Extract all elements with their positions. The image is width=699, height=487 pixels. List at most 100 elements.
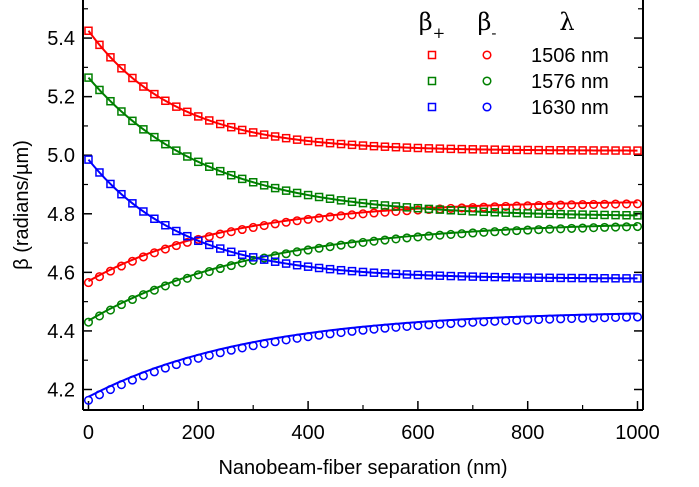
data-point-circle <box>105 385 116 395</box>
data-point-square <box>457 272 467 281</box>
data-point-circle <box>149 285 159 295</box>
data-point-circle <box>600 313 610 323</box>
data-point-square <box>303 262 313 271</box>
data-point-square <box>446 206 456 215</box>
data-point-circle <box>369 208 379 218</box>
data-point-circle <box>204 232 214 242</box>
data-point-square <box>84 155 93 164</box>
data-point-circle <box>347 326 357 336</box>
data-point-square <box>95 40 104 50</box>
data-point-square <box>402 143 412 152</box>
data-point-circle <box>556 224 566 234</box>
data-point-square <box>106 179 115 189</box>
data-point-square <box>336 139 346 149</box>
data-point-circle <box>610 199 621 209</box>
data-point-square <box>194 236 203 246</box>
x-axis-title: Nanobeam-fiber separation (nm) <box>218 457 507 479</box>
data-point-square <box>303 136 313 146</box>
data-point-square <box>314 263 324 273</box>
data-point-square <box>468 145 478 154</box>
data-point-circle <box>369 324 379 334</box>
data-point-circle <box>83 395 94 405</box>
data-point-square <box>95 85 104 95</box>
data-point-circle <box>479 317 489 327</box>
data-point-circle <box>193 270 203 280</box>
data-point-circle <box>468 317 478 327</box>
data-point-circle <box>424 320 434 330</box>
data-point-square <box>194 112 203 121</box>
data-point-circle <box>94 390 105 400</box>
data-point-square <box>150 214 159 224</box>
data-point-square <box>600 210 609 220</box>
data-point-circle <box>105 266 116 276</box>
data-point-square <box>358 267 368 277</box>
data-point-circle <box>457 318 467 328</box>
data-point-square <box>600 146 609 155</box>
data-point-square <box>314 192 324 202</box>
data-point-circle <box>281 249 291 259</box>
data-point-circle <box>314 330 324 340</box>
data-point-circle <box>259 221 269 231</box>
data-point-square <box>391 269 401 279</box>
data-point-circle <box>215 263 225 274</box>
data-point-square <box>128 116 137 126</box>
data-point-circle <box>347 210 357 220</box>
data-point-square <box>633 211 642 220</box>
data-point-square <box>633 146 642 155</box>
data-point-square <box>468 207 478 216</box>
data-point-circle <box>632 221 643 232</box>
legend-circle-marker <box>482 50 492 60</box>
y-tick-label: 4.2 <box>47 380 75 402</box>
data-point-circle <box>347 239 357 249</box>
data-point-circle <box>446 229 456 239</box>
data-point-circle <box>501 201 511 211</box>
data-point-circle <box>248 341 258 351</box>
data-point-square <box>237 174 247 184</box>
data-point-circle <box>391 322 401 332</box>
data-point-circle <box>336 211 346 221</box>
x-tick-label: 400 <box>291 422 324 444</box>
data-point-circle <box>182 237 192 247</box>
data-point-square <box>380 142 390 151</box>
legend-entry-label: 1576 nm <box>531 71 609 93</box>
data-point-square <box>292 188 302 198</box>
data-point-square <box>139 82 148 91</box>
data-point-square <box>172 102 181 111</box>
data-point-circle <box>303 214 313 224</box>
data-point-square <box>205 240 214 250</box>
data-point-circle <box>270 251 280 261</box>
data-point-square <box>150 132 159 142</box>
data-point-square <box>347 140 357 150</box>
data-point-square <box>622 211 631 220</box>
data-point-circle <box>292 333 302 343</box>
data-point-square <box>556 273 565 283</box>
x-tick-label: 200 <box>182 422 215 444</box>
data-point-circle <box>578 313 588 323</box>
data-point-circle <box>358 325 368 335</box>
data-point-square <box>237 250 247 259</box>
data-point-square <box>622 274 631 283</box>
data-point-square <box>457 144 467 154</box>
data-point-square <box>413 203 423 213</box>
data-point-square <box>205 162 214 171</box>
data-point-square <box>216 244 225 253</box>
data-point-square <box>501 145 510 155</box>
legend-circle-marker <box>482 76 492 86</box>
data-point-square <box>336 265 346 275</box>
data-point-circle <box>325 242 335 252</box>
data-point-circle <box>567 200 577 210</box>
data-point-circle <box>336 328 346 338</box>
data-point-square <box>589 146 598 155</box>
x-tick-label: 600 <box>401 422 434 444</box>
data-point-square <box>391 142 401 152</box>
data-point-circle <box>281 217 291 227</box>
data-point-circle <box>160 244 170 254</box>
data-point-circle <box>237 343 247 353</box>
data-point-circle <box>391 234 401 244</box>
data-point-circle <box>534 225 544 235</box>
data-point-square <box>567 273 576 283</box>
data-point-circle <box>237 224 247 235</box>
data-point-circle <box>182 273 192 283</box>
data-point-square <box>281 133 291 143</box>
